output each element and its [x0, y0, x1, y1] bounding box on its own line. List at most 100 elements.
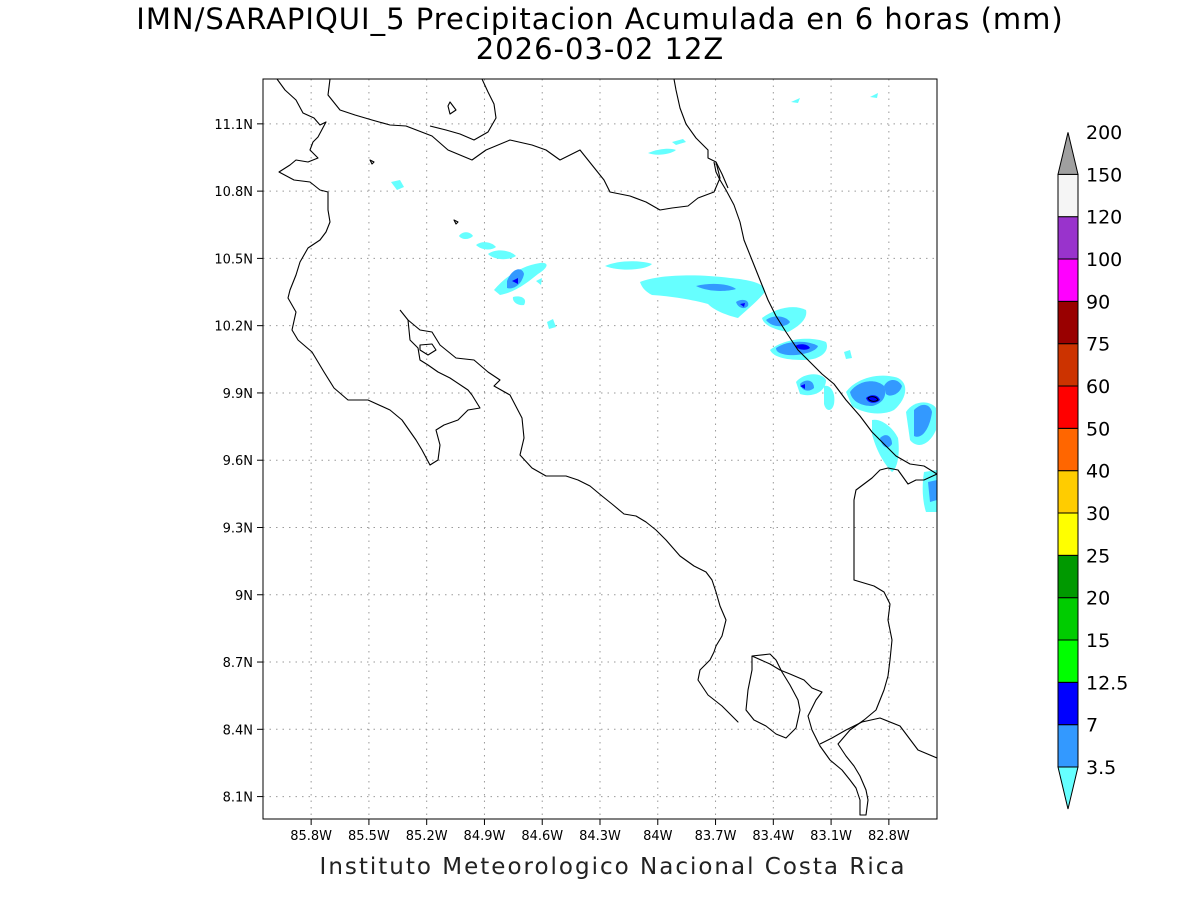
precip-area [459, 232, 473, 239]
coastline-line [276, 79, 481, 466]
colorbar-swatch [1057, 258, 1079, 302]
lat-tick-label: 8.7N [223, 656, 253, 671]
colorbar-swatch [1057, 681, 1079, 726]
coastline-line [745, 653, 801, 739]
colorbar-swatch [1057, 639, 1079, 683]
colorbar: 3.5 7 12.5 15 20 25 30 40 50 60 75 90 100 120 150 200 [1057, 122, 1128, 810]
colorbar-swatch [1057, 554, 1079, 599]
precip-area [844, 350, 852, 359]
colorbar-swatch [1057, 766, 1079, 810]
precip-area [605, 261, 652, 270]
precip-area [880, 435, 892, 448]
precip-area [488, 250, 516, 260]
lat-tick-label: 11.1N [214, 118, 253, 133]
precip-area [870, 93, 878, 98]
lat-tick-label: 10.5N [214, 252, 253, 267]
precip-area [800, 384, 805, 389]
colorbar-swatch [1057, 300, 1079, 345]
map-credit: Instituto Meteorologico Nacional Costa R… [319, 854, 907, 880]
colorbar-swatch [1057, 724, 1079, 768]
colorbar-label: 15 [1086, 630, 1110, 652]
precip-area [791, 98, 800, 103]
map-axes: 85.8W 85.5W 85.2W 84.9W 84.6W 84.3W 84W 83.7W 83… [214, 118, 910, 844]
precip-area [795, 344, 810, 350]
precip-area [512, 278, 518, 284]
coastline [276, 79, 937, 816]
map-title: IMN/SARAPIQUI_5 Precipitacion Acumulada … [136, 2, 1064, 36]
coastline-line [419, 343, 437, 356]
colorbar-label: 100 [1086, 249, 1122, 271]
coastline-line [429, 79, 497, 141]
colorbar-swatch [1057, 597, 1079, 641]
precip-area [672, 139, 686, 145]
precip-area [696, 283, 736, 291]
lon-tick-label: 85.8W [290, 829, 332, 844]
colorbar-swatch [1057, 512, 1079, 556]
lat-tick-label: 9.3N [223, 521, 253, 536]
colorbar-swatch [1057, 385, 1079, 429]
colorbar-label: 40 [1086, 461, 1110, 483]
colorbar-label: 120 [1086, 207, 1122, 229]
colorbar-label: 30 [1086, 503, 1110, 525]
colorbar-swatch [1057, 427, 1079, 472]
lon-tick-label: 83.4W [752, 829, 794, 844]
map-gridlines [263, 79, 937, 819]
colorbar-label: 12.5 [1086, 672, 1128, 694]
lat-tick-label: 8.1N [223, 791, 253, 806]
colorbar-swatch [1057, 216, 1079, 260]
coastline-line [713, 161, 937, 475]
coastline-line [819, 717, 937, 759]
colorbar-swatch [1057, 132, 1079, 175]
precip-area [391, 180, 404, 190]
lat-tick-label: 10.8N [214, 185, 253, 200]
coastline-line [453, 219, 459, 225]
precip-area [914, 404, 932, 437]
coastline-line [751, 467, 937, 816]
map-subtitle: 2026-03-02 12Z [475, 32, 725, 66]
precip-area [884, 380, 902, 396]
lon-tick-label: 84.3W [579, 829, 621, 844]
lon-tick-label: 84W [643, 829, 673, 844]
coastline-line [447, 101, 457, 115]
precip-area [928, 480, 937, 502]
precip-area [648, 148, 676, 155]
lat-tick-label: 8.4N [223, 723, 253, 738]
precip-area [740, 303, 745, 307]
precip-area [766, 316, 790, 327]
precip-area [536, 278, 542, 285]
lon-tick-label: 85.5W [348, 829, 390, 844]
colorbar-swatch [1057, 470, 1079, 514]
lat-tick-label: 9N [235, 589, 253, 604]
precip-area [512, 296, 526, 306]
precip-area [476, 242, 496, 250]
coastline-line [715, 161, 729, 189]
lon-tick-label: 83.1W [810, 829, 852, 844]
lat-tick-label: 10.2N [214, 320, 253, 335]
colorbar-label: 150 [1086, 164, 1122, 186]
lon-tick-label: 82.8W [868, 829, 910, 844]
colorbar-label: 75 [1086, 334, 1110, 356]
precip-area [824, 385, 835, 410]
colorbar-swatch [1057, 173, 1079, 218]
colorbar-label: 20 [1086, 588, 1110, 610]
precip-area [547, 319, 556, 329]
colorbar-swatch [1057, 343, 1079, 387]
colorbar-label: 200 [1086, 122, 1122, 144]
lon-tick-label: 85.2W [406, 829, 448, 844]
colorbar-label: 90 [1086, 291, 1110, 313]
colorbar-label: 50 [1086, 418, 1110, 440]
precipitation-field [276, 79, 937, 816]
lon-tick-label: 84.9W [464, 829, 506, 844]
precip-area [640, 275, 765, 318]
precip-peak-contour [867, 396, 879, 402]
lon-tick-label: 83.7W [695, 829, 737, 844]
colorbar-label: 3.5 [1086, 757, 1116, 779]
colorbar-label: 60 [1086, 376, 1110, 398]
coastline-line [407, 319, 739, 723]
precip-area [507, 269, 524, 289]
colorbar-label: 25 [1086, 545, 1110, 567]
colorbar-label: 7 [1086, 715, 1098, 737]
lat-tick-label: 9.9N [223, 387, 253, 402]
